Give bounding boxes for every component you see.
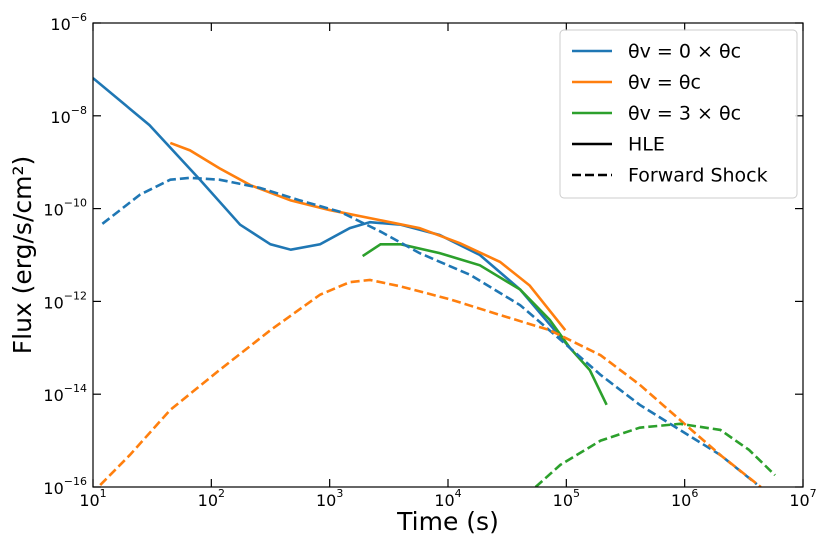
- legend-box: [559, 29, 798, 199]
- legend-label: θv = 0 × θc: [628, 41, 741, 63]
- legend-label: HLE: [628, 134, 665, 156]
- series-line: [169, 141, 567, 331]
- plot-frame: [92, 22, 804, 488]
- legend-label: θv = 3 × θc: [628, 103, 741, 125]
- series-line: [361, 243, 608, 406]
- series-line: [101, 176, 758, 486]
- series-line: [534, 422, 776, 487]
- legend-label: θv = θc: [628, 72, 701, 94]
- x-axis-label: Time (s): [396, 507, 499, 536]
- series-line: [93, 77, 571, 349]
- legend-label: Forward Shock: [628, 165, 768, 187]
- series-line: [99, 278, 762, 487]
- y-axis-label: Flux (erg/s/cm²): [8, 156, 37, 355]
